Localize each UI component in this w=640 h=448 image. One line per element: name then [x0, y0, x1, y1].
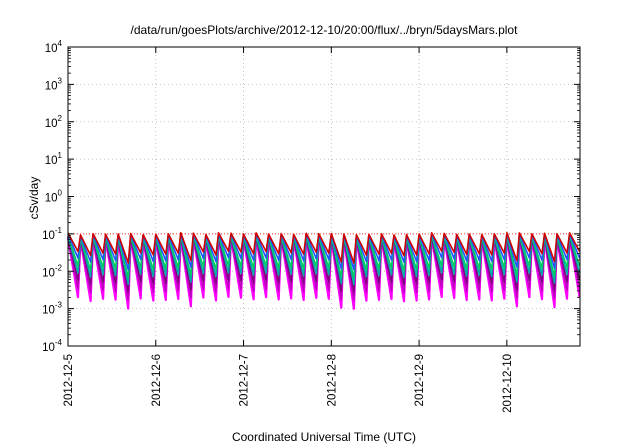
x-tick-label: 2012-12-6: [151, 354, 163, 406]
y-tick-label: 10-1: [42, 226, 62, 242]
y-tick-label: 10-3: [42, 301, 62, 317]
chart-title: /data/run/goesPlots/archive/2012-12-10/2…: [131, 23, 519, 37]
y-tick-label: 100: [45, 189, 63, 205]
y-axis-label: cSv/day: [27, 177, 41, 220]
x-tick-label: 2012-12-5: [63, 354, 75, 406]
x-tick-label: 2012-12-7: [239, 354, 251, 406]
x-axis-ticks: 2012-12-5 2012-12-6 2012-12-7 2012-12-8 2012…: [63, 47, 514, 413]
y-tick-label: 103: [45, 76, 63, 92]
x-tick-label: 2012-12-8: [326, 354, 338, 406]
series-line: [67, 232, 581, 264]
x-tick-label: 2012-12-10: [502, 354, 514, 413]
y-tick-label: 101: [45, 151, 63, 167]
x-tick-label: 2012-12-9: [414, 354, 426, 406]
grid: [68, 47, 580, 346]
y-tick-label: 104: [45, 39, 63, 55]
x-axis-label: Coordinated Universal Time (UTC): [232, 430, 416, 444]
y-tick-label: 10-4: [42, 338, 62, 354]
y-tick-label: 102: [45, 114, 63, 130]
series-group: [66, 232, 581, 310]
y-axis-ticks: 10-4 10-3 10-2 10-1 100 101 102 103 104: [42, 39, 580, 354]
y-tick-label: 10-2: [42, 263, 62, 279]
